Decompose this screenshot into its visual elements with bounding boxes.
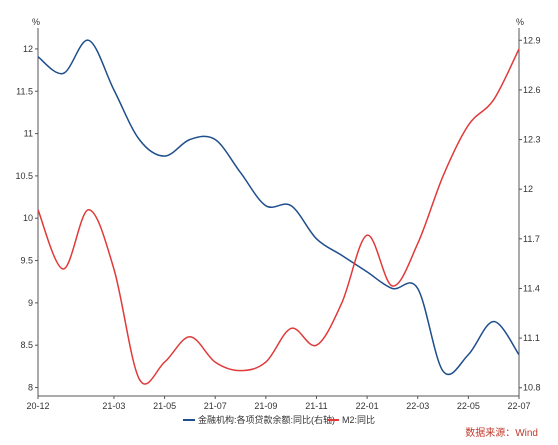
left-tick-label: 11.5 (16, 86, 33, 96)
x-tick-label: 21-07 (204, 401, 227, 411)
series-layer (37, 39, 520, 385)
right-tick-label: 11.4 (523, 283, 540, 293)
x-tick-label: 21-09 (254, 401, 277, 411)
x-tick-label: 22-07 (507, 401, 530, 411)
left-tick-label: 8.5 (20, 340, 33, 350)
right-tick-label: 11.7 (523, 234, 540, 244)
x-tick-label: 22-01 (356, 401, 379, 411)
legend-label-1: M2:同比 (342, 414, 375, 425)
left-tick-label: 10.5 (15, 171, 33, 181)
x-tick-label: 22-03 (406, 401, 429, 411)
left-tick-label: 9 (28, 298, 33, 308)
axes: 8 8.5 9 9.5 10 10.5 11 11.5 12 10.8 11.1 11.4 11.7 12… (15, 28, 541, 411)
series-line-1 (37, 48, 520, 385)
left-axis-unit: % (32, 17, 40, 27)
series-line-0 (37, 39, 520, 376)
right-tick-label: 11.1 (523, 333, 540, 343)
x-tick-label: 22-05 (457, 401, 480, 411)
left-tick-label: 12 (23, 44, 33, 54)
right-tick-label: 12.3 (523, 135, 541, 145)
x-tick-label: 20-12 (26, 401, 49, 411)
x-tick-label: 21-05 (153, 401, 176, 411)
x-tick-label: 21-11 (305, 401, 327, 411)
right-tick-label: 12 (523, 184, 533, 194)
left-tick-label: 10 (23, 213, 33, 223)
x-tick-label: 21-03 (102, 401, 125, 411)
right-tick-label: 12.6 (523, 85, 541, 95)
right-tick-label: 10.8 (523, 383, 541, 393)
legend-label-0: 金融机构:各项贷款余额:同比(右轴) (198, 414, 335, 425)
source-note: 数据来源：Wind (465, 426, 538, 439)
left-tick-label: 9.5 (20, 256, 33, 266)
right-tick-label: 12.9 (523, 35, 541, 45)
legend: 金融机构:各项贷款余额:同比(右轴) M2:同比 (183, 414, 375, 425)
left-tick-label: 11 (24, 129, 33, 139)
left-tick-label: 8 (28, 383, 33, 393)
right-axis-unit: % (516, 17, 524, 27)
